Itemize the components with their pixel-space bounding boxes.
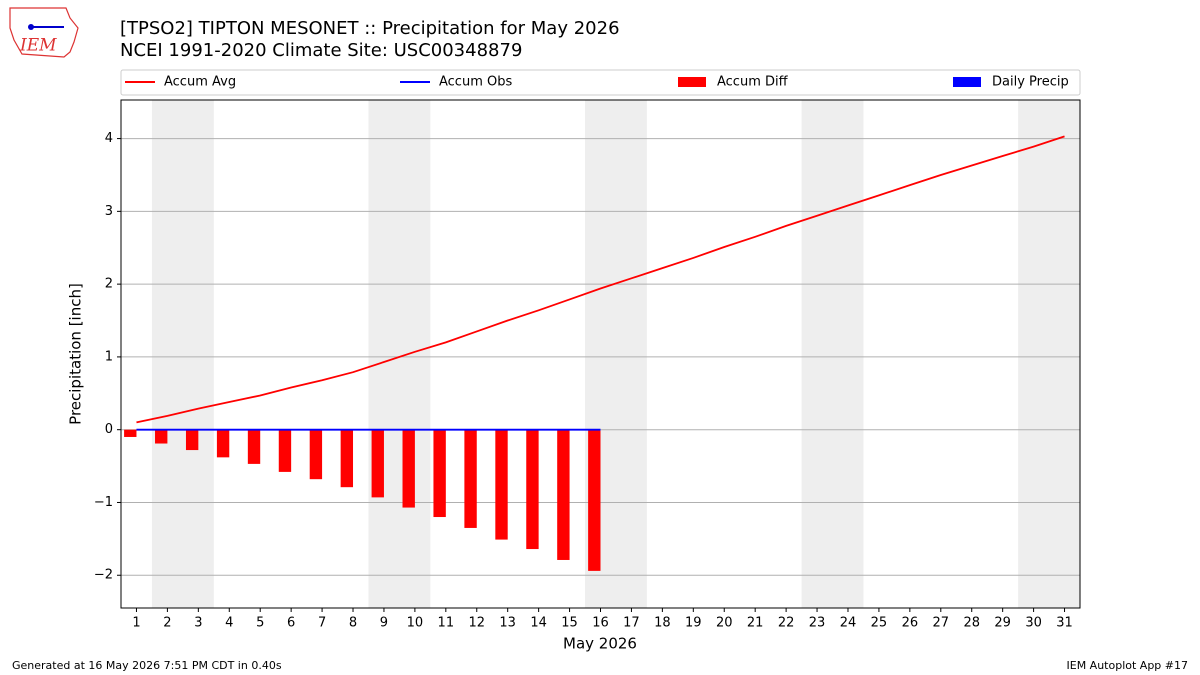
- x-tick-label: 5: [256, 616, 264, 631]
- legend-label: Accum Diff: [717, 75, 789, 90]
- y-tick-label: 4: [105, 131, 113, 146]
- x-tick-label: 28: [963, 616, 980, 631]
- legend-label: Accum Avg: [164, 75, 236, 90]
- x-tick-label: 17: [623, 616, 640, 631]
- y-tick-label: 3: [105, 204, 113, 219]
- bar: [155, 429, 168, 444]
- x-tick-label: 26: [902, 616, 919, 631]
- x-tick-label: 11: [438, 616, 455, 631]
- bar: [309, 429, 323, 480]
- footer-right: IEM Autoplot App #17: [1067, 659, 1189, 672]
- x-tick-label: 27: [933, 616, 950, 631]
- x-tick-label: 19: [685, 616, 702, 631]
- x-tick-label: 24: [840, 616, 857, 631]
- chart-title: [TPSO2] TIPTON MESONET :: Precipitation …: [120, 18, 620, 39]
- x-tick-label: 1: [132, 616, 140, 631]
- bar: [247, 429, 261, 464]
- bar: [526, 429, 539, 550]
- weekend-shade: [1018, 100, 1080, 608]
- legend-label: Daily Precip: [992, 75, 1069, 90]
- weekend-shade: [801, 100, 864, 608]
- legend-swatch: [953, 77, 981, 87]
- x-tick-label: 30: [1025, 616, 1042, 631]
- bar: [371, 429, 384, 498]
- x-tick-label: 6: [287, 616, 295, 631]
- footer-left: Generated at 16 May 2026 7:51 PM CDT in …: [12, 659, 282, 672]
- y-axis-label: Precipitation [inch]: [67, 283, 85, 425]
- x-tick-label: 3: [194, 616, 202, 631]
- x-tick-label: 7: [318, 616, 326, 631]
- x-tick-label: 12: [468, 616, 485, 631]
- bar: [216, 429, 230, 458]
- x-tick-label: 2: [163, 616, 171, 631]
- x-tick-label: 20: [716, 616, 733, 631]
- x-tick-label: 14: [530, 616, 547, 631]
- x-tick-label: 16: [592, 616, 609, 631]
- line: [136, 135, 1065, 424]
- x-tick-label: 18: [654, 616, 671, 631]
- logo-text: IEM: [19, 36, 57, 56]
- x-tick-label: 9: [380, 616, 388, 631]
- bar: [464, 429, 477, 528]
- x-tick-label: 4: [225, 616, 233, 631]
- y-tick-label: 1: [105, 349, 113, 364]
- bar: [185, 429, 199, 451]
- y-tick-label: −1: [94, 495, 113, 510]
- x-tick-label: 25: [871, 616, 888, 631]
- bar: [278, 429, 292, 472]
- legend-swatch: [678, 77, 706, 87]
- x-tick-label: 31: [1056, 616, 1073, 631]
- y-tick-label: −2: [94, 568, 113, 583]
- bar: [340, 429, 354, 488]
- logo: IEM: [9, 7, 79, 58]
- weekend-shade: [151, 100, 214, 608]
- x-axis-label: May 2026: [563, 635, 637, 653]
- plot-frame: [120, 99, 1081, 609]
- logo-dot: [28, 24, 34, 30]
- bar: [124, 429, 137, 437]
- legend-label: Accum Obs: [439, 75, 512, 90]
- weekend-shade: [368, 100, 431, 608]
- chart-subtitle: NCEI 1991-2020 Climate Site: USC00348879: [120, 40, 522, 61]
- logo-outline: [9, 7, 79, 58]
- x-tick-label: 29: [994, 616, 1011, 631]
- x-tick-label: 22: [778, 616, 795, 631]
- x-tick-label: 8: [349, 616, 357, 631]
- x-tick-label: 15: [561, 616, 578, 631]
- bar: [557, 429, 570, 560]
- bar: [433, 429, 446, 518]
- y-tick-label: 2: [105, 277, 113, 292]
- bar: [495, 429, 508, 540]
- x-tick-label: 10: [407, 616, 424, 631]
- x-tick-label: 13: [499, 616, 516, 631]
- x-tick-label: 21: [747, 616, 764, 631]
- legend-box: [120, 69, 1081, 96]
- x-tick-label: 23: [809, 616, 826, 631]
- bar: [588, 429, 601, 571]
- bar: [402, 429, 415, 508]
- y-tick-label: 0: [105, 422, 113, 437]
